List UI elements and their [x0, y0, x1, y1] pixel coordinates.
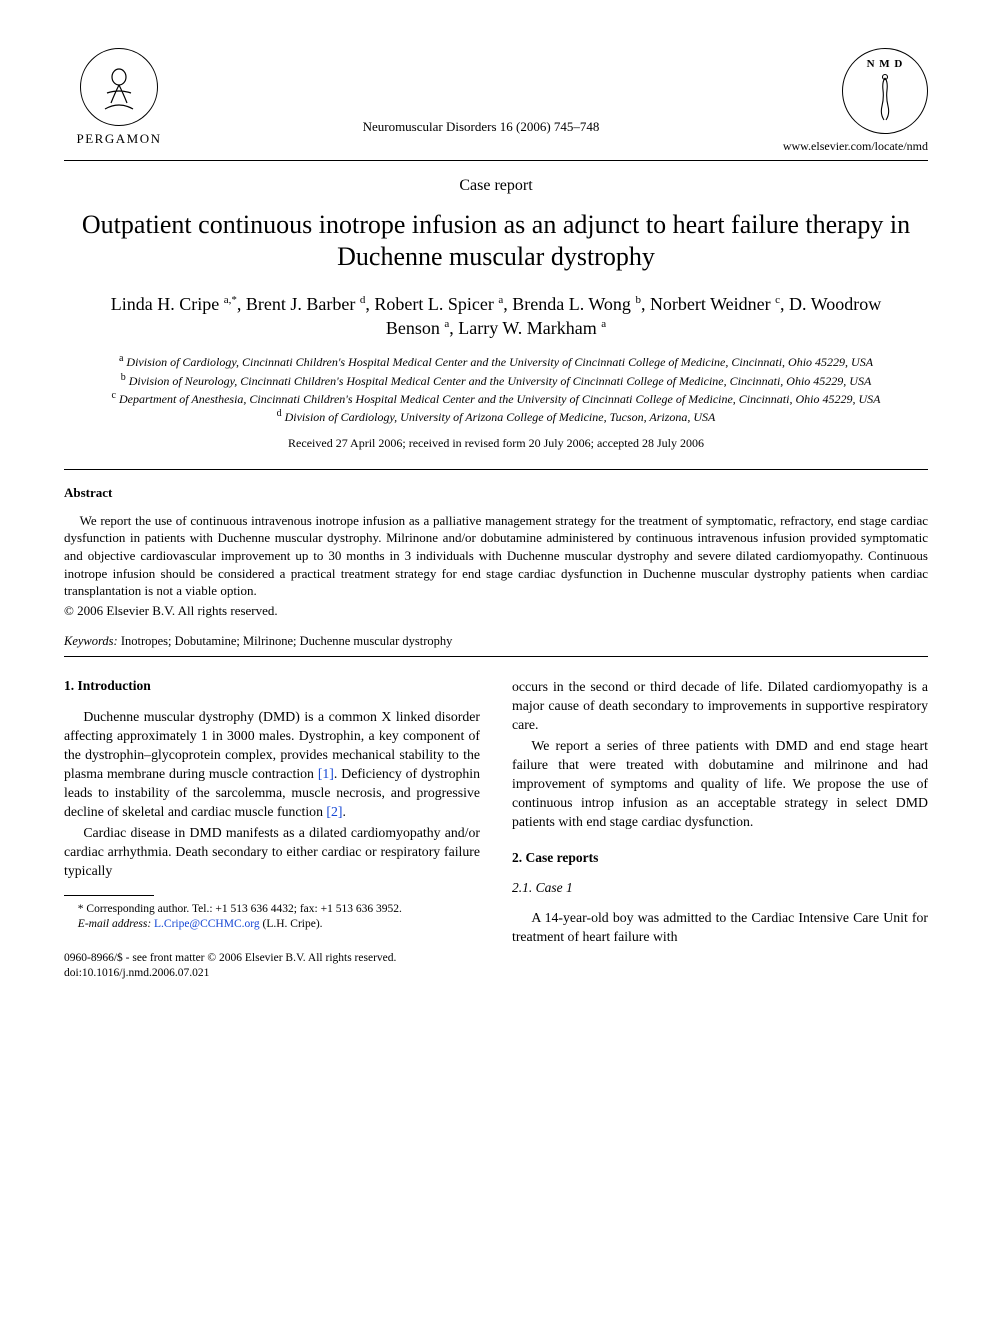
issn-line: 0960-8966/$ - see front matter © 2006 El… — [64, 951, 480, 967]
doi-line: doi:10.1016/j.nmd.2006.07.021 — [64, 966, 480, 982]
abstract-copyright: © 2006 Elsevier B.V. All rights reserved… — [64, 602, 928, 620]
intro-paragraph-2-continued: occurs in the second or third decade of … — [512, 677, 928, 734]
society-logo-icon: N M D — [842, 48, 928, 134]
publisher-logo-icon — [80, 48, 158, 126]
journal-right-block: N M D www.elsevier.com/locate/nmd — [788, 48, 928, 154]
intro-paragraph-2: Cardiac disease in DMD manifests as a di… — [64, 823, 480, 880]
authors-list: Linda H. Cripe a,*, Brent J. Barber d, R… — [104, 292, 888, 341]
email-label: E-mail address: — [78, 918, 151, 930]
email-person: (L.H. Cripe). — [262, 918, 322, 930]
keywords-label: Keywords: — [64, 634, 118, 648]
abstract-text: We report the use of continuous intraven… — [64, 512, 928, 600]
article-dates: Received 27 April 2006; received in revi… — [64, 435, 928, 451]
abstract-bottom-rule — [64, 656, 928, 657]
affiliations-list: a Division of Cardiology, Cincinnati Chi… — [94, 352, 898, 425]
ref-link-2[interactable]: [2] — [326, 804, 342, 819]
affiliation-item: c Department of Anesthesia, Cincinnati C… — [94, 389, 898, 407]
keywords: Keywords: Inotropes; Dobutamine; Milrino… — [64, 633, 928, 650]
ref-link-1[interactable]: [1] — [318, 766, 334, 781]
keywords-list: Inotropes; Dobutamine; Milrinone; Duchen… — [121, 634, 453, 648]
intro-p1-text-c: . — [343, 804, 346, 819]
affiliation-item: a Division of Cardiology, Cincinnati Chi… — [94, 352, 898, 370]
body-columns: 1. Introduction Duchenne muscular dystro… — [64, 677, 928, 982]
corresponding-author-footnote: * Corresponding author. Tel.: +1 513 636… — [64, 902, 480, 918]
affiliation-item: d Division of Cardiology, University of … — [94, 407, 898, 425]
intro-paragraph-1: Duchenne muscular dystrophy (DMD) is a c… — [64, 707, 480, 821]
journal-url: www.elsevier.com/locate/nmd — [783, 138, 928, 154]
header-rule — [64, 160, 928, 161]
society-abbrev: N M D — [867, 57, 904, 72]
email-footnote: E-mail address: L.Cripe@CCHMC.org (L.H. … — [64, 917, 480, 933]
article-type: Case report — [64, 175, 928, 197]
footnote-rule — [64, 895, 154, 896]
affiliation-item: b Division of Neurology, Cincinnati Chil… — [94, 371, 898, 389]
intro-paragraph-3: We report a series of three patients wit… — [512, 736, 928, 831]
journal-header: PERGAMON Neuromuscular Disorders 16 (200… — [64, 48, 928, 154]
section-heading-case-reports: 2. Case reports — [512, 849, 928, 867]
front-matter-meta: 0960-8966/$ - see front matter © 2006 El… — [64, 951, 480, 982]
column-right: occurs in the second or third decade of … — [512, 677, 928, 982]
abstract-heading: Abstract — [64, 484, 928, 502]
journal-citation: Neuromuscular Disorders 16 (2006) 745–74… — [174, 48, 788, 136]
section-heading-introduction: 1. Introduction — [64, 677, 480, 695]
publisher-name: PERGAMON — [77, 130, 162, 148]
column-left: 1. Introduction Duchenne muscular dystro… — [64, 677, 480, 982]
publisher-block: PERGAMON — [64, 48, 174, 148]
corresponding-email-link[interactable]: L.Cripe@CCHMC.org — [154, 918, 260, 930]
abstract-top-rule — [64, 469, 928, 470]
subsection-heading-case-1: 2.1. Case 1 — [512, 879, 928, 897]
article-title: Outpatient continuous inotrope infusion … — [74, 209, 918, 274]
case-1-paragraph-1: A 14-year-old boy was admitted to the Ca… — [512, 908, 928, 946]
